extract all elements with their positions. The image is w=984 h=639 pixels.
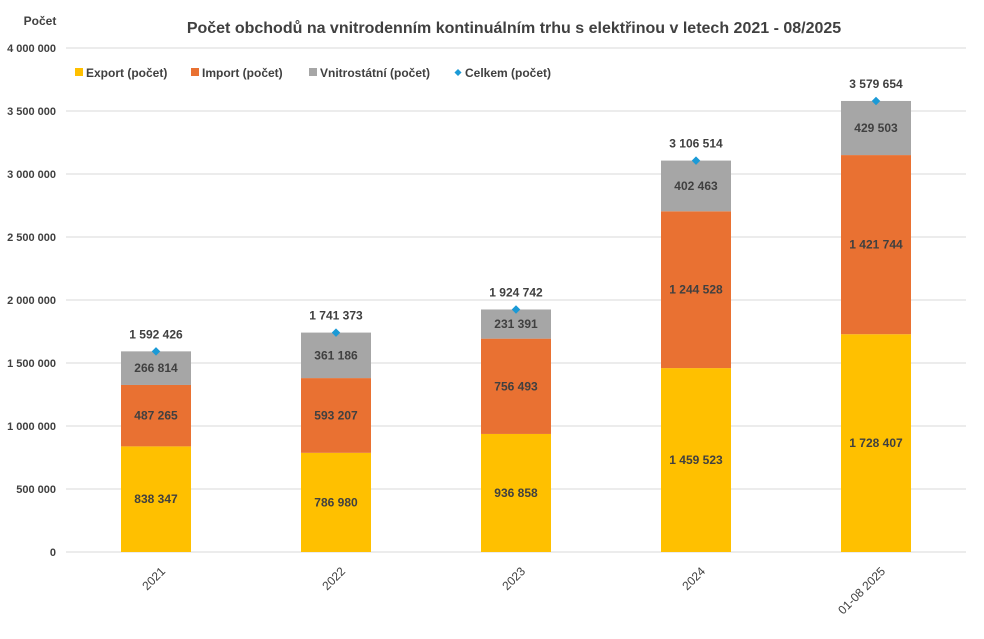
total-marker	[151, 347, 161, 356]
legend-swatch-icon	[309, 68, 317, 76]
x-tick-label: 2023	[499, 564, 528, 593]
total-label: 1 741 373	[309, 309, 363, 323]
bar-segment-domestic	[661, 160, 731, 212]
data-label: 402 463	[674, 179, 718, 193]
y-tick-label: 2 000 000	[7, 295, 56, 307]
bar-segment-domestic	[841, 100, 911, 156]
bar-segment-import	[841, 155, 911, 335]
bar-segment-domestic	[121, 351, 191, 385]
data-label: 361 186	[314, 348, 358, 362]
legend-label: Vnitrostátní (počet)	[320, 66, 430, 80]
legend-item: Export (počet)	[75, 66, 167, 80]
bar-segment-domestic	[301, 332, 371, 379]
bar-segment-domestic	[481, 309, 551, 339]
y-tick-label: 1 500 000	[7, 358, 56, 370]
y-tick-label: 3 500 000	[7, 106, 56, 118]
data-label: 266 814	[134, 361, 178, 375]
x-tick-label: 2024	[679, 564, 708, 593]
y-tick-label: 2 500 000	[7, 232, 56, 244]
y-tick-label: 1 000 000	[7, 421, 56, 433]
total-marker	[511, 305, 521, 314]
data-label: 231 391	[494, 317, 538, 331]
legend-diamond-icon	[454, 68, 462, 77]
data-label: 429 503	[854, 121, 898, 135]
y-tick-label: 0	[50, 547, 56, 559]
bar-segment-import	[661, 211, 731, 369]
bar-segment-export	[121, 446, 191, 552]
x-tick-label: 01-08 2025	[835, 564, 888, 617]
data-label: 756 493	[494, 379, 538, 393]
x-tick-label: 2022	[319, 564, 348, 593]
bar-segment-export	[301, 452, 371, 552]
legend-item: Vnitrostátní (počet)	[309, 66, 430, 80]
legend-label: Celkem (počet)	[465, 66, 551, 80]
bar-segment-import	[481, 338, 551, 434]
bar-segment-export	[661, 368, 731, 552]
data-label: 593 207	[314, 408, 358, 422]
legend-swatch-icon	[191, 68, 199, 76]
legend-swatch-icon	[75, 68, 83, 76]
total-label: 3 106 514	[669, 137, 723, 151]
bar-segment-import	[301, 378, 371, 453]
data-label: 1 459 523	[669, 453, 723, 467]
y-tick-label: 3 000 000	[7, 169, 56, 181]
bar-segment-import	[121, 384, 191, 447]
legend-label: Import (počet)	[202, 66, 283, 80]
data-label: 1 244 528	[669, 283, 723, 297]
data-label: 1 421 744	[849, 238, 903, 252]
legend-label: Export (počet)	[86, 66, 167, 80]
bar-segment-export	[841, 334, 911, 552]
x-tick-label: 2021	[139, 564, 168, 593]
data-label: 1 728 407	[849, 436, 903, 450]
total-label: 1 592 426	[129, 327, 183, 341]
legend-item: Import (počet)	[191, 66, 283, 80]
y-tick-label: 4 000 000	[7, 43, 56, 55]
y-tick-label: 500 000	[16, 484, 56, 496]
total-marker	[331, 328, 341, 337]
data-label: 838 347	[134, 492, 178, 506]
y-axis-label: Počet	[24, 14, 57, 28]
chart-title: Počet obchodů na vnitrodenním kontinuáln…	[187, 20, 841, 37]
data-label: 487 265	[134, 409, 178, 423]
bar-segment-export	[481, 433, 551, 552]
total-label: 1 924 742	[489, 285, 543, 299]
data-label: 786 980	[314, 495, 358, 509]
data-label: 936 858	[494, 486, 538, 500]
legend-item: Celkem (počet)	[454, 66, 551, 80]
total-label: 3 579 654	[849, 77, 903, 91]
